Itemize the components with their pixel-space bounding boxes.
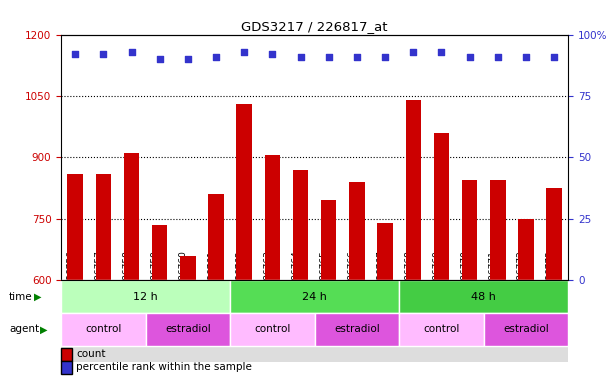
Bar <box>399 313 484 346</box>
Bar <box>518 219 534 280</box>
Bar <box>484 313 568 346</box>
Point <box>155 56 164 62</box>
Text: 48 h: 48 h <box>471 291 496 302</box>
Bar <box>490 180 505 280</box>
Bar <box>230 280 399 313</box>
Bar <box>61 313 145 346</box>
Point <box>126 49 136 55</box>
Text: estradiol: estradiol <box>165 324 211 334</box>
Point <box>296 54 306 60</box>
Bar <box>61 280 230 313</box>
Text: estradiol: estradiol <box>334 324 380 334</box>
Point <box>408 49 418 55</box>
Bar <box>462 180 477 280</box>
Text: count: count <box>76 349 106 359</box>
Bar <box>406 100 421 280</box>
Text: estradiol: estradiol <box>503 324 549 334</box>
Point <box>436 49 446 55</box>
Bar <box>145 313 230 346</box>
Bar <box>208 194 224 280</box>
Text: agent: agent <box>9 324 39 334</box>
Bar <box>124 153 139 280</box>
Text: control: control <box>254 324 291 334</box>
Bar <box>236 104 252 280</box>
Text: time: time <box>9 291 33 302</box>
Point <box>493 54 503 60</box>
Bar <box>315 313 399 346</box>
Bar <box>293 170 309 280</box>
Text: ▶: ▶ <box>34 291 41 302</box>
Point <box>268 51 277 57</box>
Bar <box>434 133 449 280</box>
Text: 12 h: 12 h <box>133 291 158 302</box>
Point <box>549 54 559 60</box>
Point <box>98 51 108 57</box>
Text: 24 h: 24 h <box>302 291 327 302</box>
Point <box>380 54 390 60</box>
Point <box>211 54 221 60</box>
Point <box>521 54 531 60</box>
Text: ▶: ▶ <box>40 324 48 334</box>
Bar <box>95 174 111 280</box>
Text: control: control <box>423 324 459 334</box>
Bar <box>546 188 562 280</box>
Bar <box>230 313 315 346</box>
Text: control: control <box>85 324 122 334</box>
Point <box>324 54 334 60</box>
Bar <box>265 156 280 280</box>
Bar <box>180 256 196 280</box>
Point <box>183 56 193 62</box>
Point <box>352 54 362 60</box>
Bar <box>378 223 393 280</box>
Bar <box>349 182 365 280</box>
Point <box>240 49 249 55</box>
Point <box>70 51 80 57</box>
Text: percentile rank within the sample: percentile rank within the sample <box>76 362 252 372</box>
Bar <box>67 174 83 280</box>
Bar <box>152 225 167 280</box>
Bar <box>399 280 568 313</box>
Bar <box>321 200 337 280</box>
Bar <box>61 280 568 362</box>
Point <box>465 54 475 60</box>
Title: GDS3217 / 226817_at: GDS3217 / 226817_at <box>241 20 388 33</box>
